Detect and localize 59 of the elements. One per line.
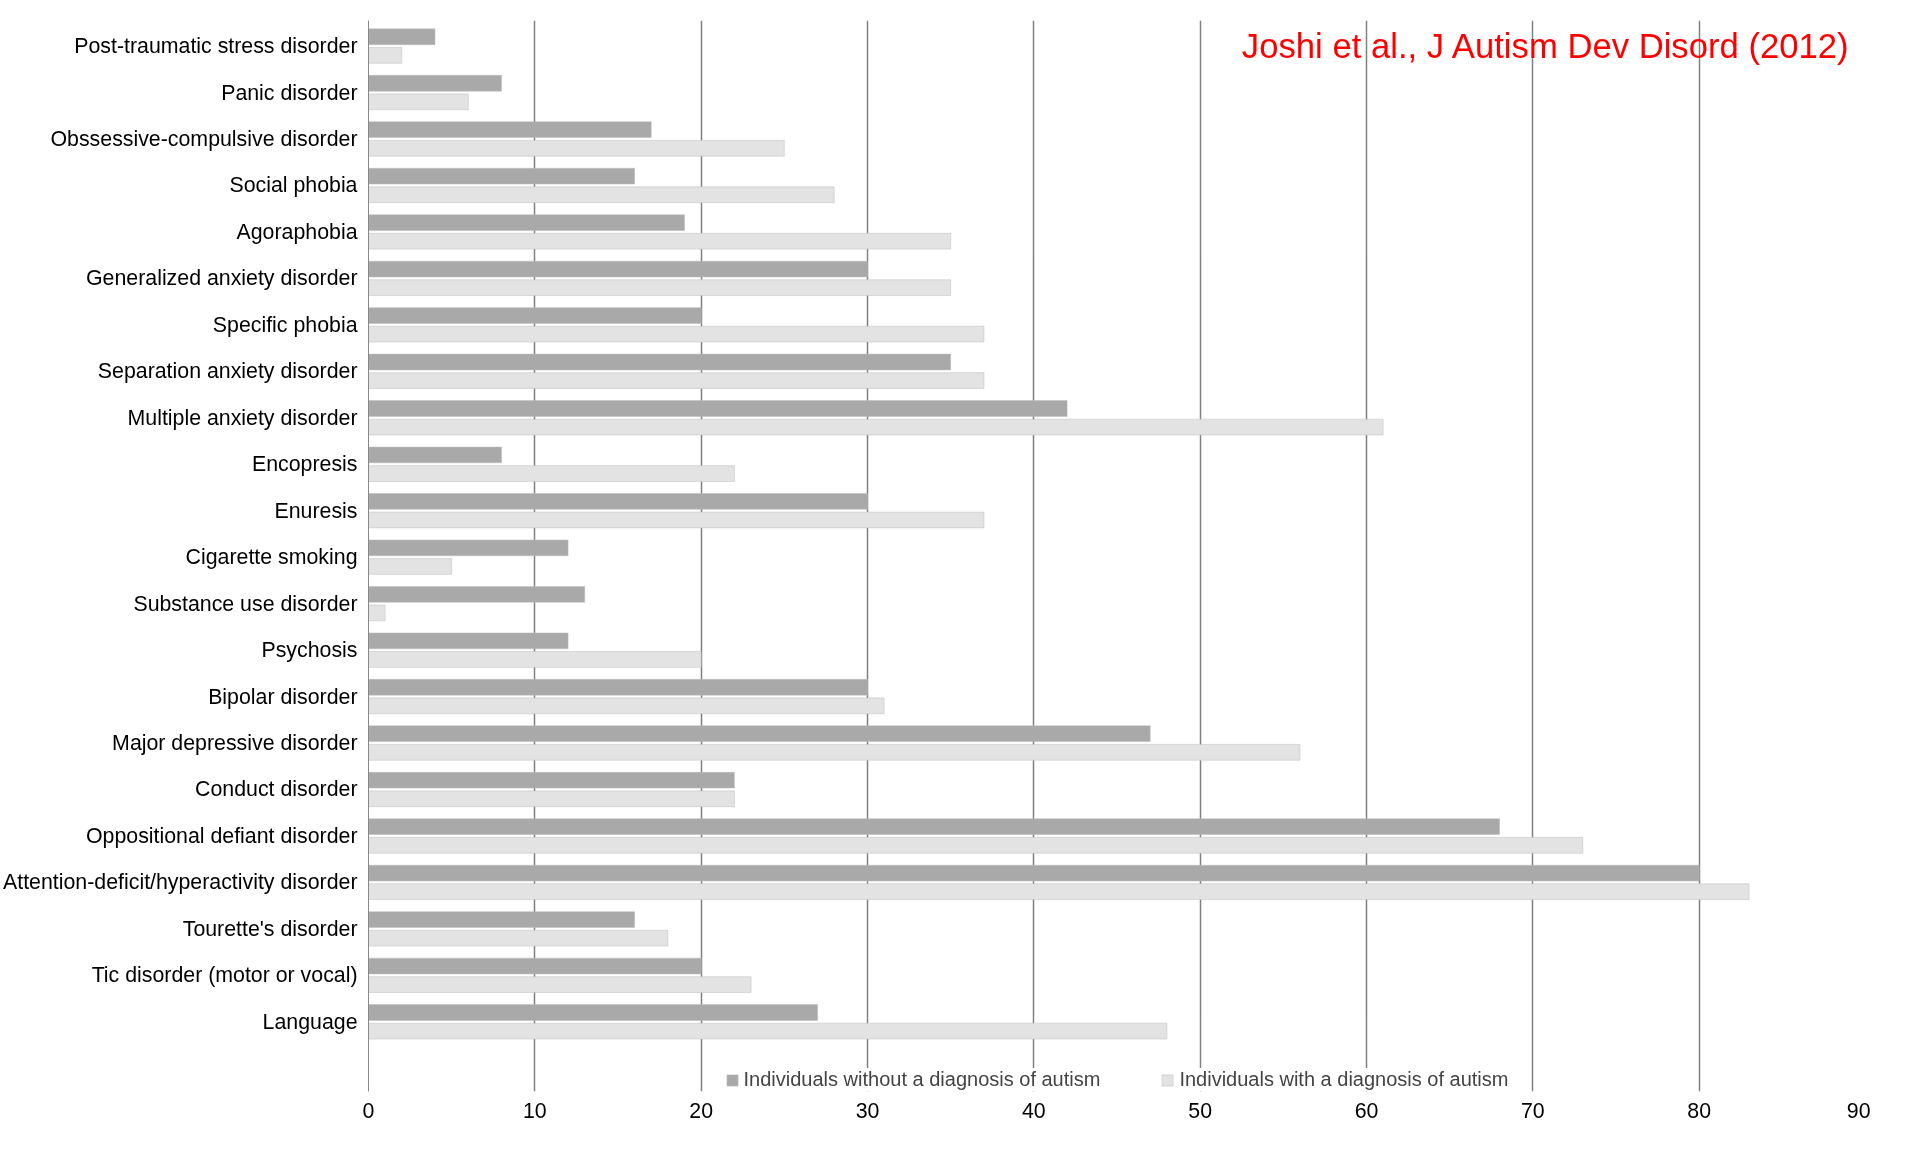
bar — [368, 418, 1384, 436]
x-tick-label: 10 — [522, 1098, 547, 1123]
annotation: Joshi et al., J Autism Dev Disord (2012) — [1241, 27, 1849, 66]
y-tick-label: Language — [262, 1009, 358, 1034]
bar — [368, 140, 785, 157]
bar — [368, 911, 635, 928]
x-tick-label: 30 — [855, 1098, 880, 1123]
x-tick-label: 50 — [1188, 1098, 1213, 1123]
y-tick-label: Tic disorder (motor or vocal) — [91, 963, 358, 988]
bar — [368, 465, 735, 482]
legend-label: Individuals with a diagnosis of autism — [1179, 1068, 1509, 1091]
bar — [368, 651, 702, 668]
y-tick-label: Substance use disorder — [133, 591, 358, 616]
y-tick-label: Separation anxiety disorder — [97, 359, 358, 384]
legend-label: Individuals without a diagnosis of autism — [743, 1068, 1101, 1091]
x-tick-label: 60 — [1354, 1098, 1379, 1123]
y-tick-label: Attention-deficit/hyperactivity disorder — [3, 870, 358, 895]
y-tick-label: Generalized anxiety disorder — [86, 266, 358, 291]
x-tick-label: 80 — [1687, 1098, 1712, 1123]
bar — [368, 632, 569, 649]
x-tick-label: 0 — [362, 1098, 375, 1123]
y-tick-label: Multiple anxiety disorder — [127, 405, 358, 430]
bar — [368, 28, 436, 45]
y-tick-label: Psychosis — [261, 638, 358, 663]
x-tick-label: 90 — [1846, 1098, 1871, 1123]
y-tick-label: Enuresis — [274, 498, 358, 523]
bar — [368, 930, 669, 947]
y-tick-label: Panic disorder — [221, 80, 358, 105]
x-tick-label: 70 — [1520, 1098, 1545, 1123]
bar — [368, 744, 1301, 761]
y-tick-label: Agoraphobia — [236, 219, 358, 244]
bar — [368, 307, 702, 324]
y-tick-label: Obssessive-compulsive disorder — [50, 126, 358, 151]
y-tick-label: Specific phobia — [212, 312, 358, 337]
y-tick-label: Cigarette smoking — [185, 545, 358, 570]
y-tick-label: Tourette's disorder — [182, 916, 358, 941]
x-tick-label: 20 — [689, 1098, 714, 1123]
y-tick-label: Encopresis — [251, 452, 358, 477]
bar — [368, 1004, 818, 1021]
bar — [368, 325, 985, 343]
y-tick-label: Oppositional defiant disorder — [85, 823, 358, 848]
bar — [368, 214, 685, 231]
bar — [368, 47, 403, 64]
bar — [368, 818, 1500, 835]
bar — [368, 1022, 1168, 1040]
bar — [368, 539, 569, 557]
y-tick-label: Social phobia — [229, 173, 358, 198]
bar — [368, 446, 502, 464]
y-tick-label: Conduct disorder — [195, 777, 358, 802]
y-tick-label: Bipolar disorder — [208, 684, 358, 709]
bar — [368, 837, 1583, 854]
bar — [368, 725, 1151, 742]
bar — [368, 558, 452, 575]
x-tick-label: 40 — [1021, 1098, 1046, 1123]
bar — [368, 400, 1068, 417]
y-tick-label: Major depressive disorder — [112, 731, 358, 756]
bar — [368, 121, 652, 138]
y-tick-label: Post-traumatic stress disorder — [74, 34, 358, 59]
bar — [368, 233, 951, 250]
